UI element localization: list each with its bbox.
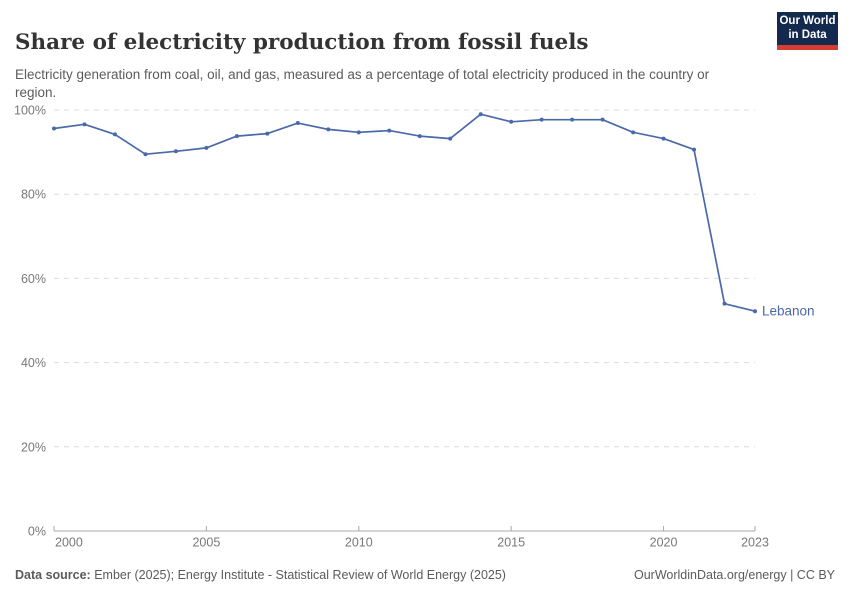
data-point[interactable] (722, 301, 727, 306)
data-point[interactable] (448, 136, 453, 141)
line-chart: 0%20%40%60%80%100% 2000 2005 2010 2015 2020 2… (14, 104, 815, 550)
owid-logo[interactable]: Our World in Data (777, 12, 838, 50)
data-source-label: Data source: (15, 568, 91, 582)
data-point[interactable] (478, 112, 483, 117)
data-point[interactable] (112, 132, 117, 137)
data-point[interactable] (234, 134, 239, 139)
data-point[interactable] (539, 117, 544, 122)
data-source-note: Data source: Ember (2025); Energy Instit… (15, 568, 506, 582)
data-point[interactable] (204, 145, 209, 150)
series-label-lebanon[interactable]: Lebanon (762, 304, 815, 319)
data-point[interactable] (82, 122, 87, 127)
data-point[interactable] (295, 121, 300, 126)
data-point[interactable] (631, 130, 636, 135)
data-point[interactable] (143, 152, 148, 157)
y-tick-label: 80% (21, 188, 46, 202)
x-tick-label: 2023 (741, 536, 769, 550)
data-point[interactable] (52, 126, 56, 131)
data-point[interactable] (417, 134, 422, 139)
chart-subtitle: Electricity generation from coal, oil, a… (15, 66, 710, 100)
y-tick-label: 0% (28, 525, 46, 539)
data-point[interactable] (692, 147, 697, 152)
page-title: Share of electricity production from fos… (15, 30, 589, 56)
x-axis-labels: 2000 2005 2010 2015 2020 2023 (55, 536, 769, 550)
y-tick-label: 20% (21, 440, 46, 454)
x-tick-label: 2015 (497, 536, 525, 550)
license-note[interactable]: OurWorldinData.org/energy | CC BY (633, 568, 835, 582)
y-axis-labels: 0% 20% 40% 60% 80% 100% (14, 104, 46, 539)
chart-footer: Data source: Ember (2025); Energy Instit… (15, 568, 835, 582)
x-tick-label: 2010 (345, 536, 373, 550)
data-point[interactable] (326, 127, 331, 132)
data-point[interactable] (265, 131, 270, 136)
owid-logo-line1: Our World (779, 15, 836, 28)
x-tick-label: 2000 (55, 536, 83, 550)
lebanon-data-points[interactable] (52, 112, 757, 314)
gridlines (54, 109, 755, 448)
owid-logo-line2: in Data (788, 28, 827, 41)
data-point[interactable] (600, 117, 605, 122)
data-point[interactable] (509, 119, 514, 124)
y-tick-label: 60% (21, 272, 46, 286)
data-point[interactable] (661, 136, 666, 141)
lebanon-series-line[interactable] (53, 113, 756, 313)
data-point[interactable] (173, 149, 178, 154)
data-point[interactable] (753, 309, 757, 314)
x-tick-label: 2005 (192, 536, 220, 550)
data-point[interactable] (387, 128, 392, 133)
data-source-text: Ember (2025); Energy Institute - Statist… (90, 568, 506, 582)
x-axis (53, 526, 756, 532)
y-tick-label: 100% (14, 104, 46, 118)
data-point[interactable] (570, 117, 575, 122)
y-tick-label: 40% (21, 356, 46, 370)
x-tick-label: 2020 (650, 536, 678, 550)
data-point[interactable] (356, 130, 361, 135)
